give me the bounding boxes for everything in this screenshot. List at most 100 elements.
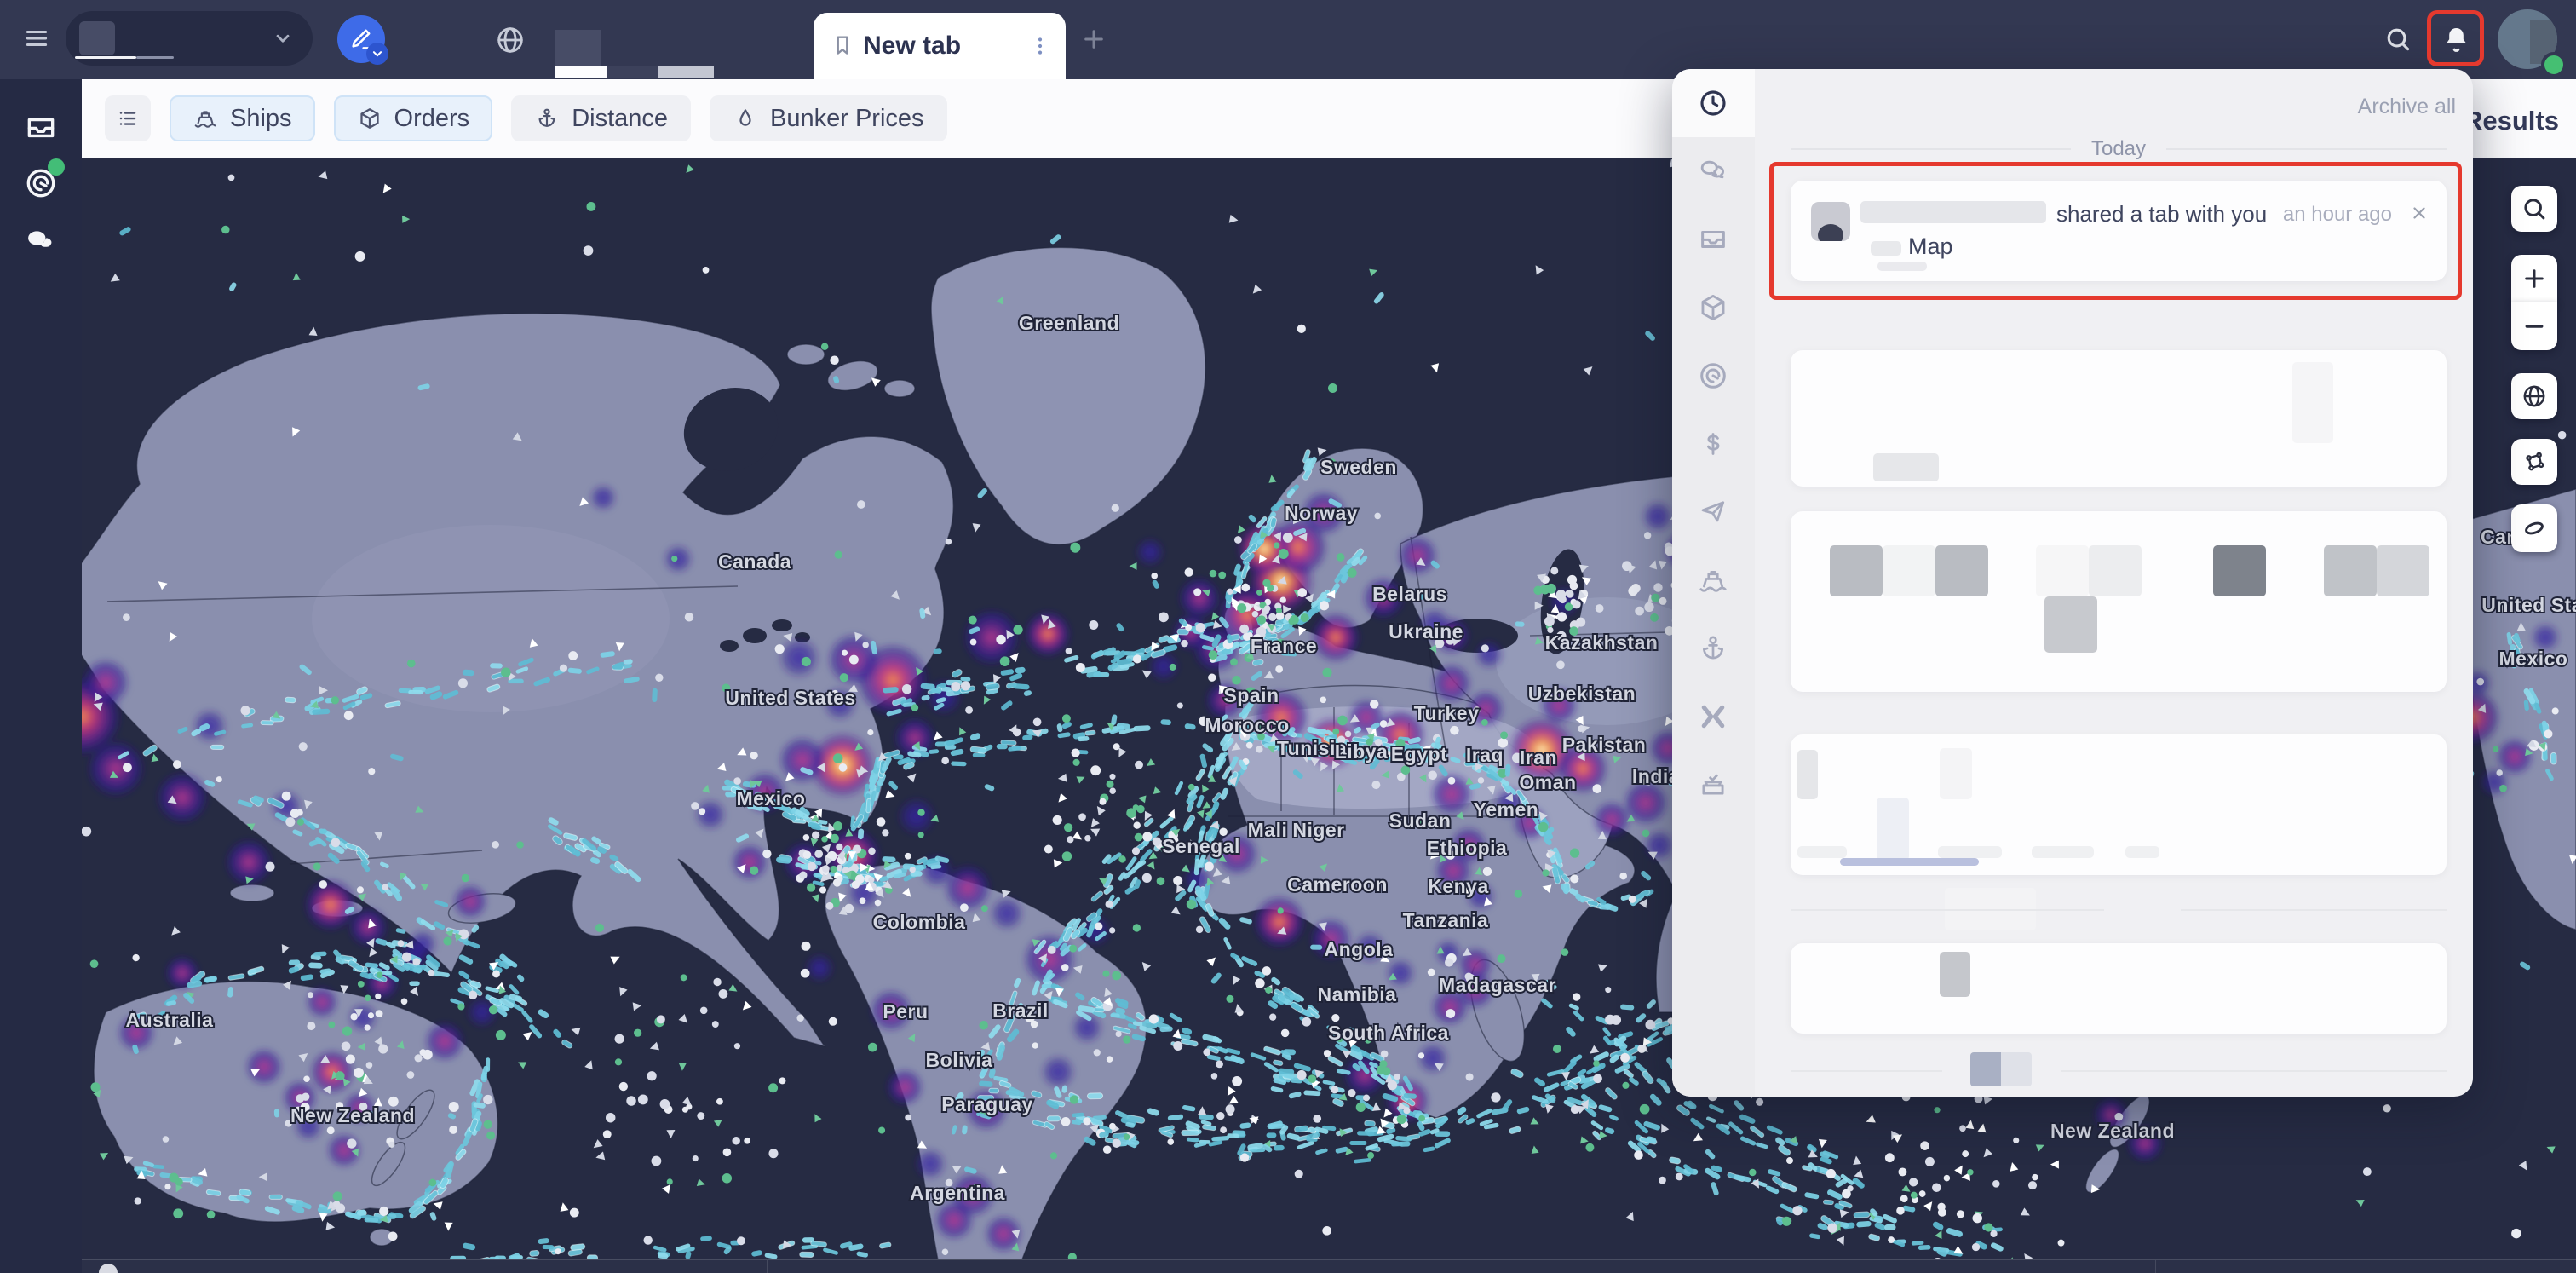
map-label: Tunisia <box>1277 737 1347 759</box>
notification-item-name[interactable]: Map <box>1908 233 1953 259</box>
x-logo-icon <box>1697 700 1729 733</box>
lasso-icon <box>2521 515 2548 542</box>
compose-button[interactable] <box>337 15 388 65</box>
tab-new-tab[interactable]: New tab <box>814 13 1066 79</box>
bookmark-icon[interactable] <box>831 33 854 57</box>
cube-icon <box>1697 291 1729 324</box>
notification-item-redacted <box>1877 262 1927 271</box>
date-group-label: Today <box>2090 137 2147 160</box>
toolbar-button-label: Bunker Prices <box>770 104 924 132</box>
rail-item-history[interactable] <box>1672 69 1755 137</box>
redacted-block <box>555 30 601 66</box>
notification-item-redacted[interactable] <box>1791 943 2447 1034</box>
map-label: Mexico <box>2499 648 2568 670</box>
redacted-chip <box>1970 1052 2001 1086</box>
notification-avatar <box>1811 202 1850 241</box>
tab-menu-icon[interactable] <box>1028 34 1052 58</box>
results-panel-title: Results <box>2464 106 2559 135</box>
map-label: South Africa <box>1328 1022 1449 1044</box>
map-control-globe-view[interactable] <box>2511 373 2557 419</box>
notification-item-redacted[interactable] <box>1791 350 2447 487</box>
close-icon[interactable] <box>2409 203 2429 223</box>
anchor-icon <box>534 106 560 131</box>
notifications-bell-icon[interactable] <box>2441 24 2471 54</box>
new-tab-button[interactable] <box>1080 26 1107 53</box>
workspace-selector[interactable] <box>66 11 313 66</box>
user-avatar[interactable] <box>2498 9 2557 69</box>
map-label: Kazakhstan <box>1545 631 1659 654</box>
map-control-zoom-out[interactable] <box>2511 302 2557 350</box>
droplet-icon <box>733 106 758 131</box>
bottom-bar-divider <box>767 1260 768 1273</box>
search-icon <box>2521 195 2548 222</box>
compose-dropdown-badge[interactable] <box>366 43 388 65</box>
rail-item-sent[interactable] <box>1672 478 1755 546</box>
globe-icon <box>2521 383 2548 410</box>
date-divider-line <box>1791 1070 1942 1072</box>
toolbar-button-label: Distance <box>572 104 669 132</box>
sidebar-item-inbox[interactable] <box>23 110 59 146</box>
map-label: Mexico <box>737 787 806 809</box>
rail-item-ports[interactable] <box>1672 614 1755 683</box>
annotation-box-bell <box>2427 10 2484 66</box>
archive-all-link[interactable]: Archive all <box>2357 95 2456 118</box>
send-icon <box>1697 496 1729 528</box>
bottom-bar-avatar <box>99 1264 118 1273</box>
map-control-map-search[interactable] <box>2511 186 2557 232</box>
notifications-rail <box>1672 69 1755 1097</box>
notification-item[interactable]: shared a tab with you an hour ago Map <box>1791 181 2447 281</box>
list-view-button[interactable] <box>105 95 151 141</box>
toolbar-button-bunker-prices[interactable]: Bunker Prices <box>710 95 947 141</box>
rail-item-inbox[interactable] <box>1672 205 1755 274</box>
notification-item-redacted[interactable] <box>1791 734 2447 875</box>
rail-item-orders[interactable] <box>1672 274 1755 342</box>
toolbar-button-ships[interactable]: Ships <box>170 95 315 141</box>
rail-item-radar[interactable] <box>1672 342 1755 410</box>
map-control-zoom-in[interactable] <box>2511 255 2557 304</box>
toolbar-button-distance[interactable]: Distance <box>511 95 692 141</box>
sidebar-item-chat[interactable] <box>23 224 59 260</box>
map-label: Iran <box>1520 746 1557 769</box>
notification-sender-redacted <box>1860 201 2046 223</box>
clock-icon <box>1697 87 1729 119</box>
globe-icon[interactable] <box>494 24 526 56</box>
map-label: Oman <box>1519 771 1576 793</box>
minus-icon <box>2521 313 2548 340</box>
notification-action-text: shared a tab with you <box>2056 201 2268 227</box>
rail-item-finance[interactable] <box>1672 410 1755 478</box>
rail-item-ships[interactable] <box>1672 546 1755 614</box>
map-label: Brazil <box>992 999 1049 1022</box>
rail-item-chat[interactable] <box>1672 137 1755 205</box>
hamburger-menu-icon[interactable] <box>20 26 54 51</box>
map-label: Norway <box>1285 502 1358 524</box>
tab-label: New tab <box>863 32 962 60</box>
map-label: Madagascar <box>1439 974 1556 996</box>
map-label: Canada <box>718 550 791 573</box>
bottom-bar <box>0 1259 2576 1273</box>
search-icon[interactable] <box>2383 25 2412 54</box>
map-label: Iraq <box>1466 744 1504 766</box>
map-label: New Zealand <box>2050 1120 2175 1142</box>
map-label: Cameroon <box>1287 873 1388 896</box>
chevron-down-icon <box>272 27 294 49</box>
workspace-redacted-line <box>136 56 174 59</box>
toolbar-button-orders[interactable]: Orders <box>333 95 493 141</box>
anchor-icon <box>1697 632 1729 665</box>
toolbar-button-label: Orders <box>394 104 470 132</box>
notification-item-redacted[interactable] <box>1791 511 2447 692</box>
map-label: Pakistan <box>1562 734 1647 756</box>
radar-icon <box>1697 360 1729 392</box>
map-label: Australia <box>126 1009 214 1031</box>
rail-item-tasks[interactable] <box>1672 751 1755 819</box>
rail-item-x-app[interactable] <box>1672 683 1755 751</box>
map-label: Libya <box>1335 740 1389 763</box>
map-label: United States <box>2481 594 2576 616</box>
map-control-polygon-select[interactable] <box>2511 439 2557 485</box>
map-control-lasso-select[interactable] <box>2511 504 2557 552</box>
redacted-chip <box>2001 1052 2032 1086</box>
plus-icon <box>2521 265 2548 292</box>
map-label: Niger <box>1292 819 1344 841</box>
sidebar-item-radar[interactable] <box>23 165 59 201</box>
notifications-panel: Archive all Today shared a tab with you … <box>1672 69 2473 1097</box>
